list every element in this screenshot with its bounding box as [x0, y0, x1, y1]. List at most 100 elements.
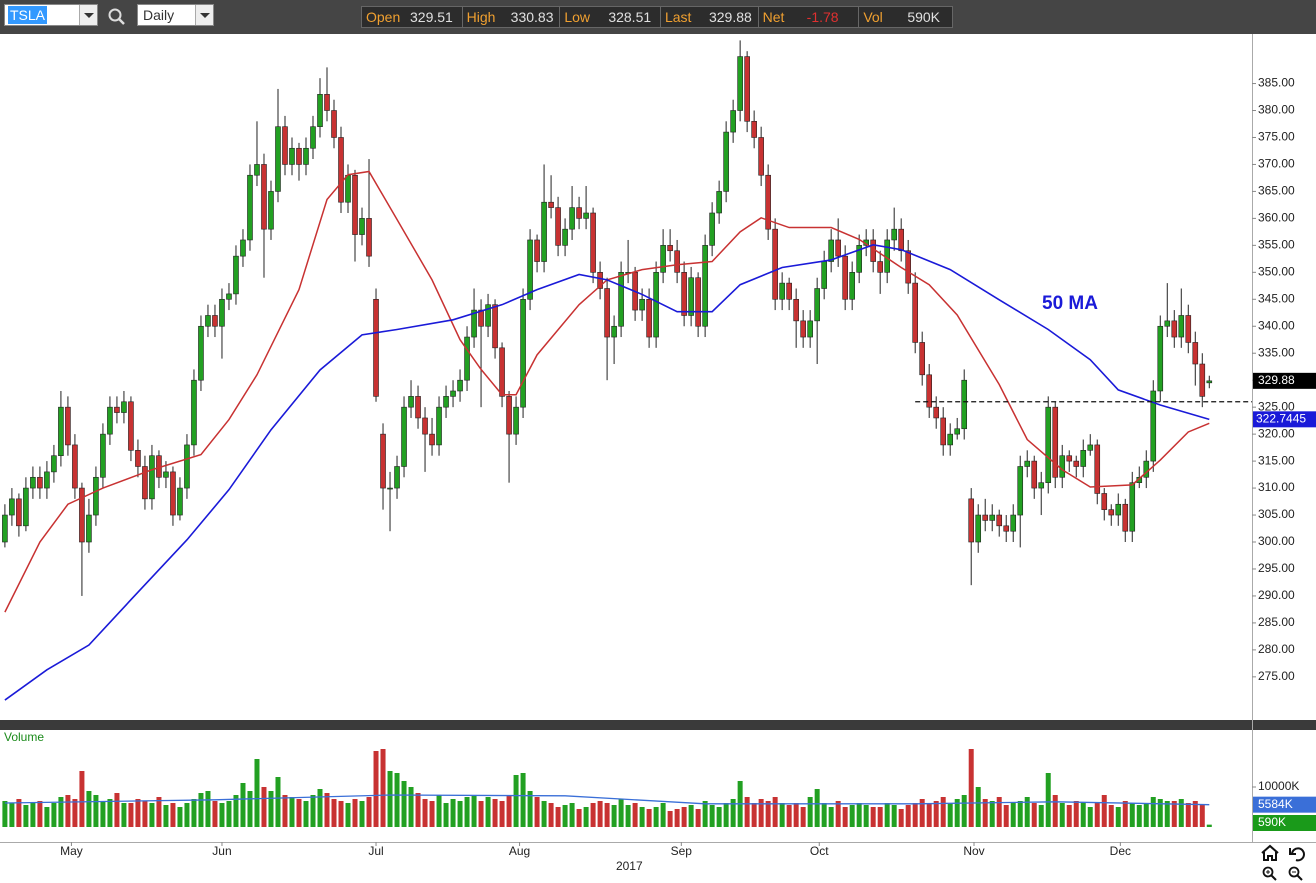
- candle-body: [86, 514, 92, 543]
- volume-bar: [72, 799, 78, 827]
- volume-bar: [170, 803, 176, 827]
- y-tick-label: 305.00: [1258, 507, 1295, 521]
- volume-bar: [646, 809, 652, 827]
- volume-bar: [534, 797, 540, 827]
- volume-bar: [310, 795, 316, 827]
- y-tick-label: 315.00: [1258, 453, 1295, 467]
- quote-label: Vol: [863, 9, 883, 25]
- candle-body: [667, 245, 673, 252]
- candle-body: [611, 325, 617, 338]
- volume-bar: [905, 805, 911, 827]
- volume-bar: [51, 803, 57, 827]
- quote-cell: High 330.83: [463, 7, 561, 27]
- candle-body: [149, 455, 155, 500]
- candle-body: [1031, 460, 1038, 489]
- quote-value: 590K: [907, 9, 941, 25]
- candle-body: [828, 239, 834, 262]
- symbol-dropdown[interactable]: [79, 5, 97, 25]
- ma-annotation: 50 MA: [1042, 293, 1098, 314]
- y-tick-label: 285.00: [1258, 615, 1295, 629]
- volume-bar: [394, 773, 400, 827]
- volume-bar: [835, 801, 841, 827]
- volume-bar: [821, 803, 827, 827]
- volume-bar: [933, 801, 939, 827]
- search-icon[interactable]: [107, 7, 127, 27]
- zoom-out-icon[interactable]: [1288, 866, 1303, 881]
- volume-bar: [989, 801, 995, 827]
- candle-body: [23, 487, 29, 527]
- volume-bar: [128, 803, 134, 827]
- y-tick-label: 310.00: [1258, 480, 1295, 494]
- candle-body: [212, 315, 218, 327]
- candle-body: [1122, 503, 1129, 532]
- y-tick-label: 300.00: [1258, 534, 1295, 548]
- volume-bar: [387, 771, 393, 827]
- volume-bar: [352, 799, 358, 827]
- candle-body: [1129, 482, 1136, 532]
- volume-ma-label: 5584K: [1258, 797, 1293, 811]
- home-icon[interactable]: [1261, 844, 1279, 861]
- volume-bar: [485, 797, 491, 827]
- candle-body: [1024, 460, 1031, 467]
- volume-bar: [786, 805, 792, 827]
- volume-bar: [849, 805, 855, 827]
- volume-bar: [457, 801, 463, 827]
- volume-bar: [65, 795, 71, 827]
- y-tick-label: 345.00: [1258, 291, 1295, 305]
- candle-body: [933, 406, 939, 419]
- chart: 275.00 280.00 285.00 290.00 295.00 300.00 305.…: [0, 34, 1316, 881]
- interval-dropdown[interactable]: [195, 5, 213, 25]
- candle-body: [814, 288, 820, 322]
- last-price-label: 329.88: [1258, 373, 1295, 387]
- candle-body: [688, 277, 694, 316]
- candle-body: [1178, 315, 1185, 338]
- volume-bar: [996, 797, 1002, 827]
- candle-body: [37, 476, 43, 489]
- candle-body: [513, 406, 519, 435]
- candle-body: [1192, 342, 1199, 365]
- quote-value: 329.51: [410, 9, 453, 25]
- candle-body: [1003, 525, 1010, 532]
- volume-bar: [926, 803, 932, 827]
- volume-bar: [800, 807, 806, 827]
- y-tick-label: 380.00: [1258, 103, 1295, 117]
- ma20-line: [4, 170, 1210, 613]
- volume-bar: [856, 803, 862, 827]
- volume-bar: [226, 801, 232, 827]
- volume-bar: [597, 801, 603, 827]
- volume-pane: [2, 749, 1212, 827]
- candle-body: [1157, 325, 1164, 392]
- candle-body: [968, 498, 975, 543]
- toolbar: TSLA Daily Open 329.51 High 330.83 Low 328.51…: [0, 0, 1316, 34]
- candle-body: [751, 120, 757, 138]
- candle-body: [758, 137, 764, 176]
- volume-bar: [1206, 824, 1212, 827]
- volume-bar: [744, 797, 750, 827]
- volume-bar: [681, 807, 687, 827]
- candle-body: [373, 298, 379, 397]
- candle-body: [170, 471, 176, 516]
- candle-body: [695, 277, 701, 327]
- candle-body: [702, 245, 708, 327]
- zoom-in-icon[interactable]: [1262, 866, 1277, 881]
- candle-body: [849, 272, 855, 300]
- symbol-input[interactable]: TSLA: [4, 4, 98, 26]
- quote-box: Open 329.51 High 330.83 Low 328.51 Last 329.88 N…: [361, 6, 953, 28]
- volume-bar: [779, 803, 785, 827]
- candle-body: [436, 406, 442, 446]
- year-label: 2017: [616, 859, 643, 873]
- y-tick-label: 365.00: [1258, 184, 1295, 198]
- volume-bar: [401, 781, 407, 827]
- candle-body: [114, 406, 120, 413]
- volume-bar: [716, 807, 722, 827]
- volume-bar: [345, 803, 351, 827]
- interval-select[interactable]: Daily: [137, 4, 214, 26]
- volume-bar: [107, 799, 113, 827]
- y-tick-label: 370.00: [1258, 157, 1295, 171]
- candle-body: [1087, 444, 1094, 451]
- volume-bar: [1129, 803, 1135, 827]
- undo-icon[interactable]: [1289, 847, 1305, 862]
- volume-bar: [156, 797, 162, 827]
- volume-bar: [569, 803, 575, 827]
- volume-bar: [765, 801, 771, 827]
